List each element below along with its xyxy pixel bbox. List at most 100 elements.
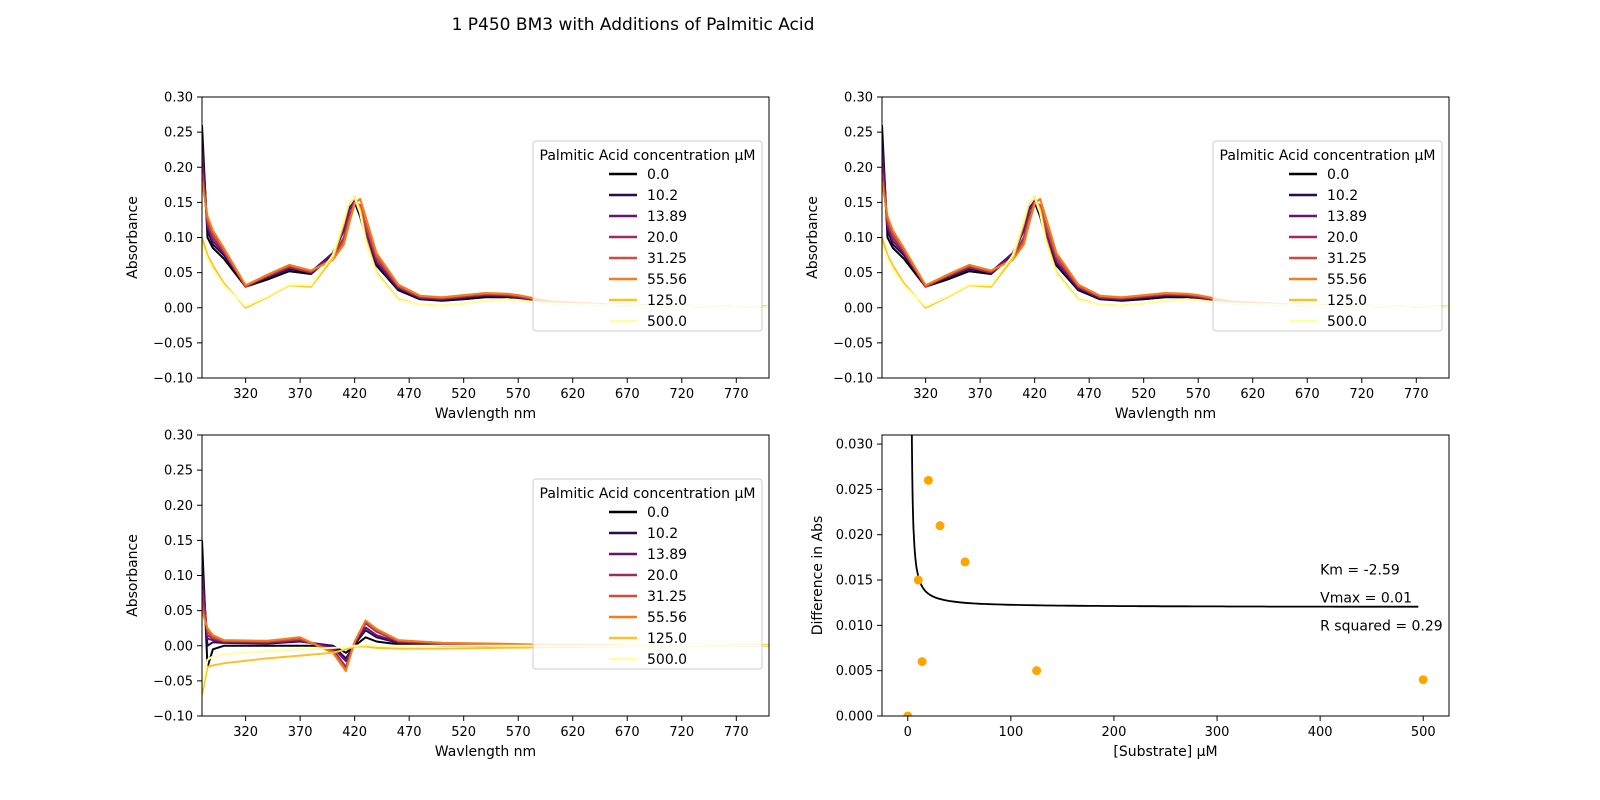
legend-entry: 500.0 — [647, 314, 687, 330]
y-tick-label: 0.05 — [164, 266, 193, 281]
legend-entry: 500.0 — [647, 652, 687, 668]
legend: Palmitic Acid concentration µM 0.0 10.2 13.… — [532, 140, 763, 332]
y-tick-label: 0.00 — [164, 639, 193, 654]
x-tick-label: 420 — [342, 387, 367, 402]
x-tick-label: 400 — [1308, 725, 1333, 740]
legend-box — [532, 140, 763, 332]
y-tick-label: 0.015 — [836, 574, 873, 589]
legend-entry: 13.89 — [647, 209, 687, 225]
x-tick-label: 370 — [288, 387, 313, 402]
plot-area — [903, 435, 1428, 716]
y-tick-label: 0.10 — [164, 231, 193, 246]
x-tick-label: 720 — [669, 387, 694, 402]
y-tick-label: 0.30 — [844, 91, 873, 106]
x-tick-label: 720 — [1349, 387, 1374, 402]
y-axis-label: Difference in Abs — [810, 516, 826, 636]
legend-entry: 55.56 — [1327, 272, 1367, 288]
legend-entry: 10.2 — [647, 526, 678, 542]
y-tick-label: 0.30 — [164, 429, 193, 444]
x-tick-label: 520 — [451, 387, 476, 402]
legend-entry: 500.0 — [1327, 314, 1367, 330]
x-tick-label: 370 — [288, 725, 313, 740]
y-tick-label: 0.15 — [164, 196, 193, 211]
x-tick-label: 320 — [233, 725, 258, 740]
legend-title: Palmitic Acid concentration µM — [1220, 148, 1436, 164]
y-tick-label: 0.00 — [844, 301, 873, 316]
y-tick-label: 0.020 — [836, 528, 873, 543]
data-point — [913, 575, 923, 585]
legend-entry: 0.0 — [647, 505, 669, 521]
y-tick-label: −0.05 — [153, 336, 193, 351]
x-tick-label: 320 — [913, 387, 938, 402]
y-tick-label: 0.005 — [836, 664, 873, 679]
x-tick-label: 520 — [451, 725, 476, 740]
y-tick-label: 0.20 — [164, 161, 193, 176]
legend-entry: 13.89 — [1327, 209, 1367, 225]
x-tick-label: 100 — [998, 725, 1023, 740]
x-tick-label: 670 — [1295, 387, 1320, 402]
figure-title: 1 P450 BM3 with Additions of Palmitic Ac… — [452, 15, 815, 35]
legend: Palmitic Acid concentration µM 0.0 10.2 13.… — [532, 478, 763, 670]
y-tick-label: 0.30 — [164, 91, 193, 106]
x-axis-label: Wavlength nm — [435, 406, 536, 422]
y-tick-label: 0.05 — [844, 266, 873, 281]
legend-entry: 10.2 — [647, 188, 678, 204]
x-tick-label: 470 — [397, 387, 422, 402]
x-tick-label: 570 — [506, 387, 531, 402]
y-tick-label: 0.20 — [844, 161, 873, 176]
y-tick-label: −0.05 — [833, 336, 873, 351]
x-tick-label: 720 — [669, 725, 694, 740]
data-point — [1032, 666, 1042, 676]
y-tick-label: 0.00 — [164, 301, 193, 316]
x-tick-label: 420 — [342, 725, 367, 740]
panel-bottom-left: 320 370 420 470 520 570 620 670 720 770 −0.10 −0.05… — [125, 429, 770, 760]
x-tick-label: 300 — [1205, 725, 1230, 740]
legend-entry: 0.0 — [647, 167, 669, 183]
y-axis-label: Absorbance — [805, 196, 821, 279]
y-tick-label: 0.25 — [164, 126, 193, 141]
x-tick-label: 420 — [1022, 387, 1047, 402]
y-tick-label: 0.10 — [844, 231, 873, 246]
x-tick-label: 620 — [560, 387, 585, 402]
x-tick-label: 570 — [506, 725, 531, 740]
data-point — [917, 657, 927, 667]
legend-entry: 10.2 — [1327, 188, 1358, 204]
x-tick-label: 520 — [1131, 387, 1156, 402]
y-tick-label: 0.15 — [164, 534, 193, 549]
axes-frame — [881, 96, 1450, 379]
x-tick-label: 320 — [233, 387, 258, 402]
legend-entry: 20.0 — [647, 230, 678, 246]
x-tick-label: 370 — [968, 387, 993, 402]
panel-top-left: 320 370 420 470 520 570 620 670 720 770 −0.10 −0.05… — [125, 91, 770, 422]
legend-box — [1212, 140, 1443, 332]
legend-entry: 125.0 — [647, 293, 687, 309]
x-tick-label: 470 — [1077, 387, 1102, 402]
x-tick-label: 200 — [1102, 725, 1127, 740]
x-tick-label: 670 — [615, 725, 640, 740]
annotation-text: Vmax = 0.01 — [1320, 591, 1412, 607]
y-tick-label: 0.030 — [836, 438, 873, 453]
legend-entry: 31.25 — [647, 251, 687, 267]
x-axis-label: Wavlength nm — [1115, 406, 1216, 422]
y-tick-label: 0.15 — [844, 196, 873, 211]
x-tick-label: 670 — [615, 387, 640, 402]
y-tick-label: 0.20 — [164, 499, 193, 514]
series-line-500.0 — [202, 644, 769, 689]
legend-entry: 20.0 — [1327, 230, 1358, 246]
legend-entry: 55.56 — [647, 272, 687, 288]
panels: 320 370 420 470 520 570 620 670 720 770 −0.10 −0.05… — [125, 91, 1450, 760]
legend-entry: 31.25 — [647, 589, 687, 605]
y-tick-label: 0.25 — [844, 126, 873, 141]
y-tick-label: 0.10 — [164, 569, 193, 584]
x-tick-label: 500 — [1411, 725, 1436, 740]
data-point — [960, 557, 970, 567]
y-tick-label: 0.025 — [836, 483, 873, 498]
series-line-55.56 — [202, 610, 769, 672]
legend-title: Palmitic Acid concentration µM — [540, 148, 756, 164]
axes-frame — [201, 434, 770, 717]
legend-entry: 55.56 — [647, 610, 687, 626]
x-axis-label: Wavlength nm — [435, 744, 536, 760]
x-tick-label: 620 — [1240, 387, 1265, 402]
data-point — [935, 521, 945, 531]
y-tick-label: 0.010 — [836, 619, 873, 634]
